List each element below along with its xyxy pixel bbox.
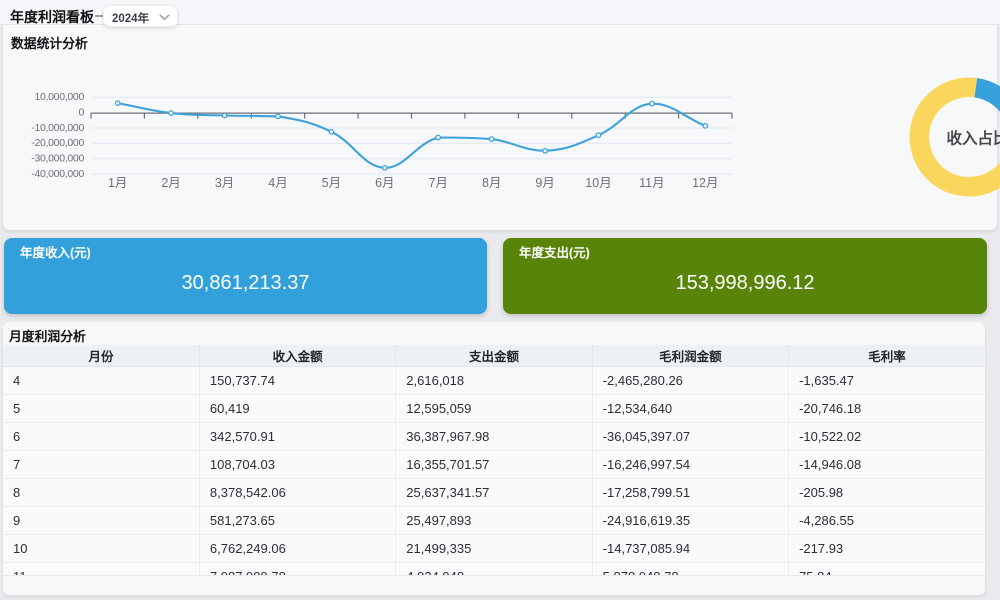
svg-text:4月: 4月 (268, 176, 287, 190)
svg-text:5月: 5月 (322, 176, 341, 190)
svg-text:0: 0 (78, 106, 84, 118)
svg-text:-10,000,000: -10,000,000 (31, 122, 84, 134)
svg-text:收入占比: 收入占比 (946, 129, 1000, 148)
svg-text:3月: 3月 (215, 176, 234, 190)
svg-text:2月: 2月 (161, 176, 180, 190)
svg-text:6月: 6月 (375, 176, 394, 190)
svg-text:12月: 12月 (692, 176, 718, 190)
svg-text:-20,000,000: -20,000,000 (31, 137, 84, 149)
svg-text:9月: 9月 (535, 176, 554, 190)
svg-text:8月: 8月 (482, 176, 501, 190)
svg-text:11月: 11月 (639, 176, 664, 190)
svg-text:7月: 7月 (428, 176, 447, 190)
svg-text:10月: 10月 (585, 176, 611, 190)
svg-text:1月: 1月 (108, 176, 127, 190)
svg-text:-30,000,000: -30,000,000 (31, 153, 84, 165)
svg-text:10,000,000: 10,000,000 (34, 91, 84, 103)
svg-text:-40,000,000: -40,000,000 (31, 168, 84, 180)
